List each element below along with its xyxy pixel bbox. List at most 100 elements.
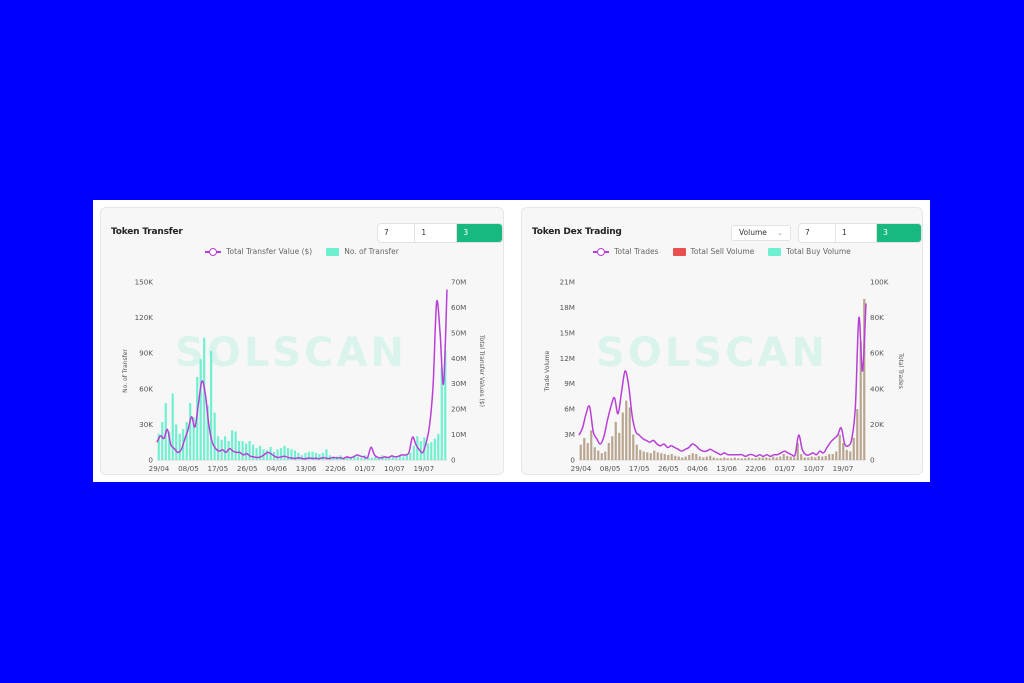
bar xyxy=(747,457,750,460)
bar xyxy=(255,448,258,460)
bar xyxy=(395,457,398,460)
bar xyxy=(716,458,719,460)
x-tick-label: 17/05 xyxy=(629,464,650,473)
x-tick-label: 19/07 xyxy=(413,464,434,473)
legend-item-buy-volume[interactable]: Total Buy Volume xyxy=(768,247,851,256)
bar xyxy=(238,441,241,460)
y-tick-label: 0 xyxy=(148,456,153,465)
bar xyxy=(856,409,859,460)
bar xyxy=(325,449,328,460)
y-tick-label: 6M xyxy=(564,405,575,414)
bar xyxy=(635,444,638,460)
bar xyxy=(579,444,582,460)
bar xyxy=(185,422,188,460)
token-dex-trading-card: Token Dex Trading Volume ⌄ 7 Days 1 Mont… xyxy=(521,207,923,475)
bar xyxy=(318,454,321,460)
bar xyxy=(391,456,394,460)
bar xyxy=(437,433,440,460)
bar xyxy=(353,456,356,460)
bar xyxy=(852,437,855,460)
bar xyxy=(374,456,377,460)
bar xyxy=(688,454,691,460)
legend-item-sell-volume[interactable]: Total Sell Volume xyxy=(672,247,754,256)
bar xyxy=(224,436,227,460)
bar xyxy=(286,448,290,460)
bar xyxy=(807,457,810,460)
y2-tick-label: 20K xyxy=(870,420,884,429)
bar xyxy=(276,449,279,460)
bar xyxy=(258,445,262,460)
bar xyxy=(192,417,195,460)
y-tick-label: 30K xyxy=(139,420,153,429)
chevron-down-icon: ⌄ xyxy=(777,229,783,237)
bar xyxy=(252,444,255,460)
bar xyxy=(360,457,363,460)
bar xyxy=(772,456,775,460)
bar xyxy=(723,457,726,460)
bar xyxy=(758,457,761,460)
time-range-toggle: 7 Days 1 Month 3 Months xyxy=(798,223,922,243)
range-1-month-button[interactable]: 1 Month xyxy=(414,224,456,242)
legend-item-transfer-value[interactable]: Total Transfer Value ($) xyxy=(205,247,312,256)
range-7-days-button[interactable]: 7 Days xyxy=(384,228,389,237)
y-tick-label: 12M xyxy=(560,354,575,363)
bar xyxy=(845,449,848,460)
bar xyxy=(618,432,621,460)
y2-tick-label: 70M xyxy=(451,278,466,287)
bar xyxy=(328,455,332,460)
x-tick-label: 10/07 xyxy=(804,464,825,473)
y2-tick-label: 20M xyxy=(451,405,466,414)
bar xyxy=(768,458,771,460)
bar xyxy=(814,457,817,460)
range-3-months-button[interactable]: 3 Months xyxy=(876,224,921,242)
bar xyxy=(604,451,607,460)
bar xyxy=(210,350,213,460)
y2-tick-label: 40M xyxy=(451,354,466,363)
bar xyxy=(782,454,785,460)
y2-axis-title: Total Transfer Values ($) xyxy=(478,334,485,407)
legend-item-transfer-count[interactable]: No. of Transfer xyxy=(326,247,399,256)
time-range-toggle: 7 Days 1 Month 3 Months xyxy=(377,223,503,243)
bar xyxy=(367,457,370,460)
bar xyxy=(213,412,216,460)
bar xyxy=(817,455,820,460)
bar xyxy=(597,450,600,460)
bar xyxy=(171,393,174,460)
bar xyxy=(304,452,307,460)
range-3-months-button[interactable]: 3 Months xyxy=(456,224,502,242)
bar xyxy=(786,455,789,460)
bar xyxy=(698,456,701,460)
bar xyxy=(293,450,297,460)
bar xyxy=(405,455,408,460)
bar xyxy=(168,431,171,460)
range-1-month-button[interactable]: 1 Month xyxy=(834,224,876,242)
y2-tick-label: 100K xyxy=(870,278,889,287)
bar xyxy=(719,458,722,460)
x-tick-label: 01/07 xyxy=(355,464,376,473)
y-tick-label: 0 xyxy=(570,456,575,465)
metric-select[interactable]: Volume ⌄ xyxy=(731,225,791,241)
bar xyxy=(831,454,834,460)
legend-item-total-trades[interactable]: Total Trades xyxy=(593,247,659,256)
bar xyxy=(842,443,845,460)
metric-select-value: Volume xyxy=(739,228,767,237)
bar xyxy=(311,451,314,460)
bar xyxy=(307,451,311,460)
bar xyxy=(412,445,415,460)
bar xyxy=(733,457,736,460)
bar xyxy=(199,359,202,460)
bar xyxy=(709,455,712,460)
bar xyxy=(614,421,617,460)
y-tick-label: 3M xyxy=(564,430,575,439)
bar xyxy=(670,454,673,460)
bar xyxy=(175,424,178,460)
bar xyxy=(828,454,831,460)
chart-legend: Total Trades Total Sell Volume Total Buy… xyxy=(522,247,922,256)
y-tick-label: 18M xyxy=(560,303,575,312)
bar xyxy=(660,453,663,460)
bar xyxy=(265,450,269,460)
bar-swatch-icon xyxy=(672,247,686,256)
bar xyxy=(681,457,684,460)
range-7-days-button[interactable]: 7 Days xyxy=(805,228,810,237)
y-tick-label: 90K xyxy=(139,349,153,358)
